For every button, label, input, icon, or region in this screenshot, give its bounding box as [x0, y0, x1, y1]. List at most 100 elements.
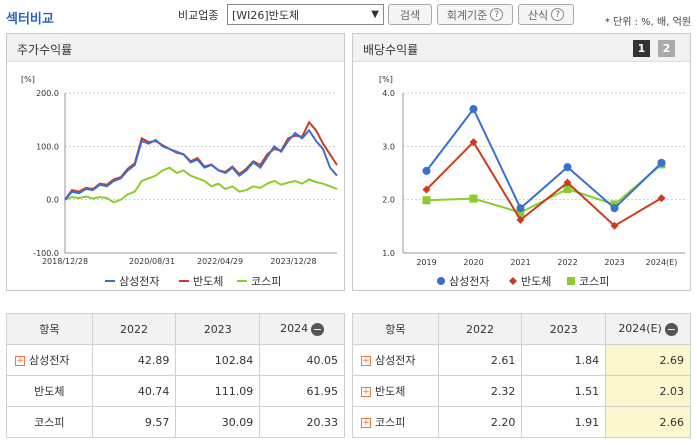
data-point — [469, 138, 478, 147]
cell: 61.95 — [259, 375, 345, 407]
data-point — [657, 194, 666, 203]
sector-select-value: [WI26]반도체 — [232, 8, 300, 22]
expand-icon[interactable]: + — [15, 355, 25, 366]
dividend-table: 항목 2022 2023 2024(E) − + 삼성전자 2.61 1.84 2.… — [352, 313, 691, 438]
y-tick-label: 3.0 — [382, 142, 395, 151]
col-header-2024: 2024− — [259, 313, 345, 345]
y-unit-label: [%] — [379, 75, 393, 84]
stock-return-panel: 주가수익률 [%] 200.0 100.0 0.0 -100.0 2018/12/28 2… — [6, 33, 345, 291]
page-title: 섹터비교 — [6, 12, 54, 27]
row-label: 반도체 — [375, 385, 406, 398]
series-line-1 — [425, 140, 663, 228]
y-tick-label: 1.0 — [382, 249, 395, 258]
data-point — [563, 163, 572, 172]
expand-icon[interactable]: + — [361, 386, 371, 397]
data-point — [422, 166, 431, 175]
legend-label: 삼성전자 — [449, 275, 489, 288]
cell: 42.89 — [91, 344, 177, 376]
data-point — [516, 204, 525, 213]
stock-return-table: 항목 2022 2023 2024− + 삼성전자 42.89 102.84 40… — [6, 313, 345, 438]
table-row: + 삼성전자 2.61 1.84 2.69 — [352, 344, 691, 376]
row-label: 코스피 — [375, 416, 406, 429]
chevron-down-icon: ▼ — [371, 9, 379, 20]
cell: 2.32 — [437, 375, 523, 407]
dividend-chart: [%] 4.0 3.0 2.0 1.0 2019 2020 2021 2022 2023 2024… — [379, 75, 685, 288]
data-point — [422, 185, 431, 194]
table-row: 반도체 40.74 111.09 61.95 — [6, 375, 345, 407]
x-tick-label: 2023 — [604, 258, 624, 267]
data-point — [563, 178, 572, 187]
row-name: 코스피 — [6, 406, 93, 438]
search-button-label: 검색 — [399, 8, 421, 22]
col-header: 2023 — [175, 313, 261, 345]
y-tick-label: 2.0 — [382, 196, 395, 205]
x-tick-label: 2021 — [510, 258, 530, 267]
unit-note: * 단위 : %, 배, 억원 — [604, 17, 691, 28]
cell: 2.66 — [605, 406, 691, 438]
legend-swatch — [437, 277, 445, 285]
cell: 9.57 — [91, 406, 177, 438]
page-2-button[interactable]: 2 — [658, 40, 675, 57]
legend-label: 반도체 — [193, 275, 223, 288]
cell: 1.51 — [521, 375, 607, 407]
cell: 40.74 — [91, 375, 177, 407]
data-point — [657, 158, 666, 167]
row-name[interactable]: + 반도체 — [352, 375, 439, 407]
data-point — [422, 196, 431, 205]
cell: 111.09 — [175, 375, 261, 407]
cell: 30.09 — [175, 406, 261, 438]
help-icon: ? — [551, 8, 565, 21]
x-tick-label: 2019 — [416, 258, 436, 267]
legend-swatch — [567, 277, 575, 285]
cell: 20.33 — [259, 406, 345, 438]
expand-icon[interactable]: + — [361, 355, 371, 366]
page-1-button[interactable]: 1 — [633, 40, 650, 57]
col-header: 항목 — [6, 313, 93, 345]
data-point — [516, 215, 525, 224]
accounting-button[interactable]: 회계기준? — [437, 4, 513, 25]
expand-icon[interactable]: + — [361, 417, 371, 428]
data-point — [469, 105, 478, 113]
col-header: 항목 — [352, 313, 439, 345]
legend-swatch — [509, 277, 517, 285]
stock-return-title: 주가수익률 — [7, 34, 344, 62]
help-icon: ? — [490, 8, 504, 21]
col-header-label: 2024(E) — [618, 322, 662, 336]
row-name[interactable]: + 삼성전자 — [6, 344, 93, 376]
x-tick-label: 2018/12/28 — [42, 257, 88, 266]
data-point — [469, 194, 478, 203]
cell: 102.84 — [175, 344, 261, 376]
y-tick-label: 200.0 — [36, 89, 59, 98]
row-name[interactable]: + 코스피 — [352, 406, 439, 438]
legend-label: 삼성전자 — [119, 275, 159, 288]
cell: 2.61 — [437, 344, 523, 376]
legend-label: 코스피 — [251, 275, 281, 288]
series-line-0 — [425, 107, 663, 210]
row-name[interactable]: + 삼성전자 — [352, 344, 439, 376]
table-row: + 반도체 2.32 1.51 2.03 — [352, 375, 691, 407]
x-tick-label: 2022 — [557, 258, 577, 267]
legend-label: 코스피 — [579, 275, 609, 288]
formula-button-label: 산식 — [527, 8, 549, 22]
collapse-icon[interactable]: − — [664, 322, 678, 336]
formula-button[interactable]: 산식? — [518, 4, 574, 25]
data-point — [610, 204, 619, 213]
search-button[interactable]: 검색 — [388, 4, 432, 25]
table-row: 코스피 9.57 30.09 20.33 — [6, 406, 345, 438]
cell: 2.03 — [605, 375, 691, 407]
x-tick-label: 2024(E) — [646, 258, 678, 267]
table-row: + 삼성전자 42.89 102.84 40.05 — [6, 344, 345, 376]
sector-select[interactable]: [WI26]반도체 ▼ — [227, 4, 384, 25]
legend-label: 반도체 — [521, 275, 551, 288]
y-unit-label: [%] — [21, 75, 35, 84]
col-header-label: 2024 — [280, 322, 309, 336]
compare-label: 비교업종 — [178, 9, 219, 22]
series-line-0 — [64, 128, 338, 201]
y-tick-label: -100.0 — [33, 249, 59, 258]
table-row: + 코스피 2.20 1.91 2.66 — [352, 406, 691, 438]
cell: 2.69 — [605, 344, 691, 376]
data-point — [610, 221, 619, 230]
cell: 40.05 — [259, 344, 345, 376]
collapse-icon[interactable]: − — [311, 322, 325, 336]
